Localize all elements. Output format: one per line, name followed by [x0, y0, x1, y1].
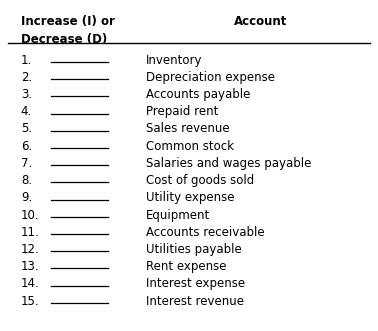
Text: 7.: 7.	[21, 157, 32, 170]
Text: 5.: 5.	[21, 122, 32, 135]
Text: Cost of goods sold: Cost of goods sold	[146, 174, 254, 187]
Text: 8.: 8.	[21, 174, 32, 187]
Text: Depreciation expense: Depreciation expense	[146, 71, 274, 84]
Text: Accounts receivable: Accounts receivable	[146, 226, 264, 239]
Text: Utility expense: Utility expense	[146, 191, 234, 204]
Text: 15.: 15.	[21, 295, 39, 307]
Text: 4.: 4.	[21, 105, 32, 118]
Text: Common stock: Common stock	[146, 140, 234, 153]
Text: Interest expense: Interest expense	[146, 277, 245, 290]
Text: Accounts payable: Accounts payable	[146, 88, 250, 101]
Text: Account: Account	[234, 15, 288, 28]
Text: Utilities payable: Utilities payable	[146, 243, 241, 256]
Text: Equipment: Equipment	[146, 209, 210, 221]
Text: 10.: 10.	[21, 209, 39, 221]
Text: Increase (I) or: Increase (I) or	[21, 15, 115, 28]
Text: Prepaid rent: Prepaid rent	[146, 105, 218, 118]
Text: 14.: 14.	[21, 277, 40, 290]
Text: 1.: 1.	[21, 54, 32, 67]
Text: Decrease (D): Decrease (D)	[21, 33, 107, 46]
Text: Sales revenue: Sales revenue	[146, 122, 229, 135]
Text: Inventory: Inventory	[146, 54, 202, 67]
Text: 12.: 12.	[21, 243, 40, 256]
Text: Salaries and wages payable: Salaries and wages payable	[146, 157, 311, 170]
Text: 2.: 2.	[21, 71, 32, 84]
Text: Rent expense: Rent expense	[146, 260, 226, 273]
Text: 9.: 9.	[21, 191, 32, 204]
Text: 6.: 6.	[21, 140, 32, 153]
Text: Interest revenue: Interest revenue	[146, 295, 243, 307]
Text: 3.: 3.	[21, 88, 32, 101]
Text: 11.: 11.	[21, 226, 40, 239]
Text: 13.: 13.	[21, 260, 39, 273]
